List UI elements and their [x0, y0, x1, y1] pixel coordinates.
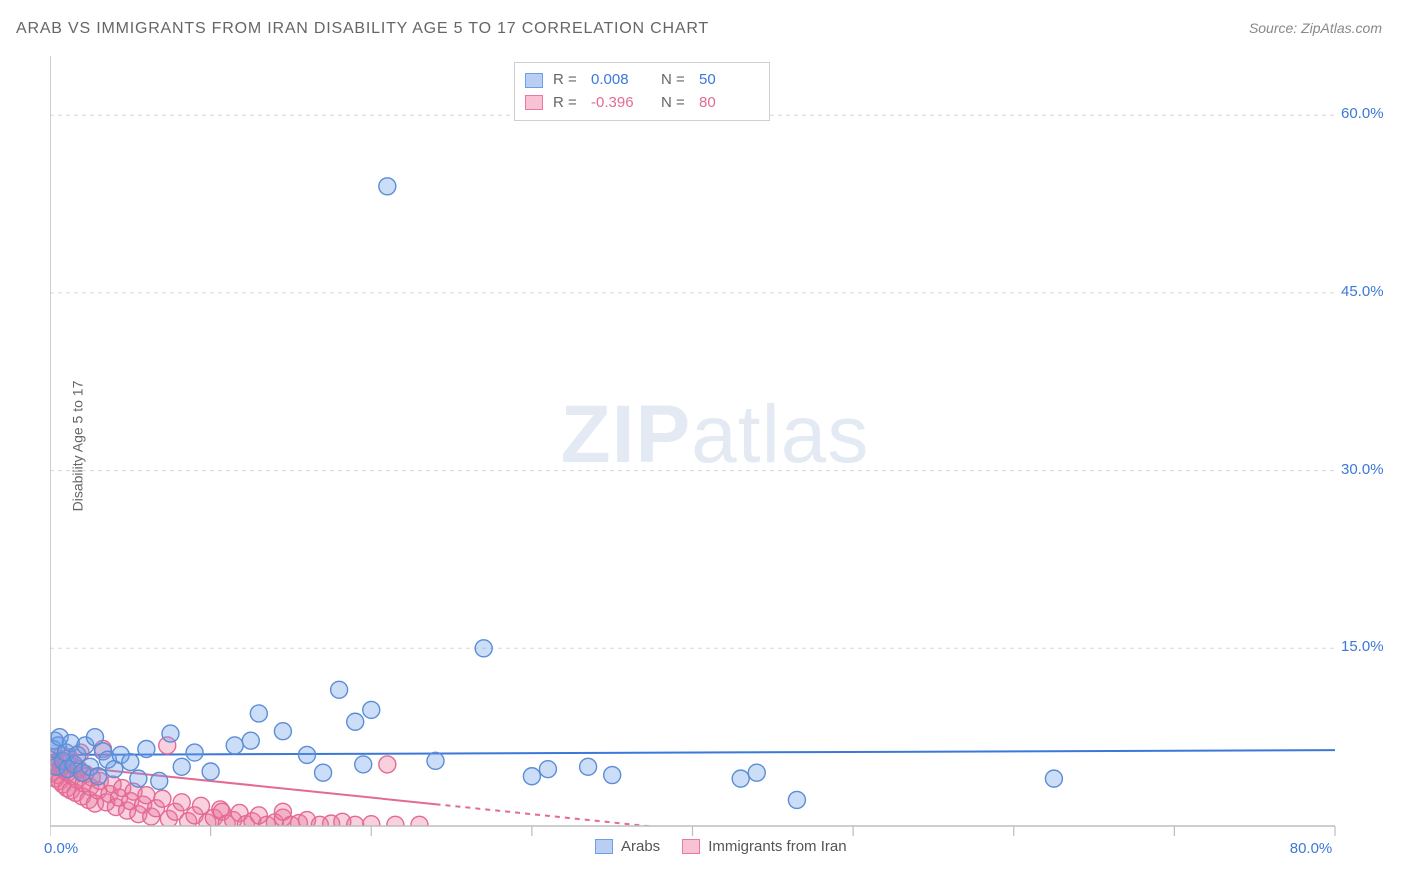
axis-tick-label: 80.0%: [1290, 840, 1333, 857]
axis-tick-label: 45.0%: [1341, 283, 1384, 300]
legend-n-label: N =: [661, 69, 689, 92]
legend-stat-row: R = -0.396 N = 80: [525, 92, 759, 115]
legend-r-value: -0.396: [591, 92, 651, 115]
legend-stats: R = 0.008 N = 50 R = -0.396 N = 80: [514, 62, 770, 121]
legend-swatch: [525, 95, 543, 110]
legend-r-label: R =: [553, 92, 581, 115]
legend-series-item: Arabs: [595, 838, 660, 855]
legend-stat-row: R = 0.008 N = 50: [525, 69, 759, 92]
legend-n-label: N =: [661, 92, 689, 115]
legend-swatch: [682, 839, 700, 854]
legend-series-name: Arabs: [621, 838, 660, 855]
axis-tick-label: 15.0%: [1341, 638, 1384, 655]
legend-r-label: R =: [553, 69, 581, 92]
axis-tick-label: 0.0%: [44, 840, 78, 857]
legend-series-name: Immigrants from Iran: [708, 838, 846, 855]
container: ARAB VS IMMIGRANTS FROM IRAN DISABILITY …: [0, 0, 1406, 892]
axis-tick-label: 60.0%: [1341, 105, 1384, 122]
chart-area: ZIPatlas R =0.008N =50R =-0.396N =80 Ara…: [50, 56, 1380, 846]
legend-n-value: 50: [699, 69, 759, 92]
legend-series: Arabs Immigrants from Iran: [595, 838, 847, 855]
legend-series-item: Immigrants from Iran: [682, 838, 846, 855]
source-label: Source: ZipAtlas.com: [1249, 20, 1382, 36]
scatter-plot: [50, 56, 1380, 846]
chart-title: ARAB VS IMMIGRANTS FROM IRAN DISABILITY …: [16, 20, 709, 38]
legend-swatch: [595, 839, 613, 854]
legend-swatch: [525, 73, 543, 88]
legend-r-value: 0.008: [591, 69, 651, 92]
axis-tick-label: 30.0%: [1341, 461, 1384, 478]
legend-n-value: 80: [699, 92, 759, 115]
